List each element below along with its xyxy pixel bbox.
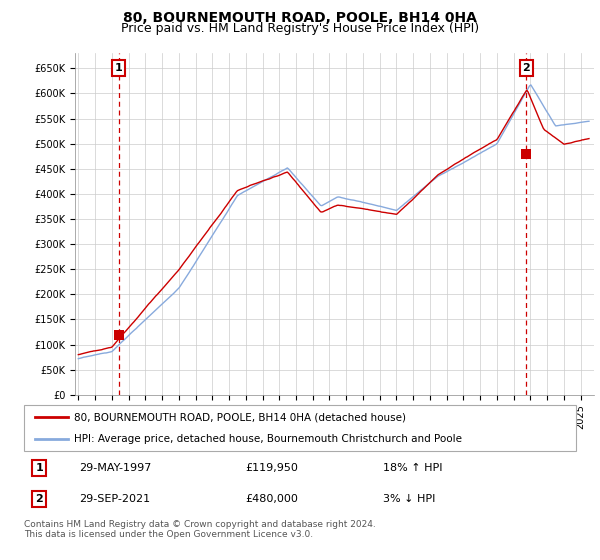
Text: 2: 2	[523, 63, 530, 73]
Text: 18% ↑ HPI: 18% ↑ HPI	[383, 463, 442, 473]
Text: 80, BOURNEMOUTH ROAD, POOLE, BH14 0HA: 80, BOURNEMOUTH ROAD, POOLE, BH14 0HA	[123, 11, 477, 25]
Text: 29-MAY-1997: 29-MAY-1997	[79, 463, 152, 473]
Text: 2: 2	[35, 494, 43, 503]
Text: £119,950: £119,950	[245, 463, 298, 473]
Text: HPI: Average price, detached house, Bournemouth Christchurch and Poole: HPI: Average price, detached house, Bour…	[74, 435, 461, 444]
Text: Price paid vs. HM Land Registry's House Price Index (HPI): Price paid vs. HM Land Registry's House …	[121, 22, 479, 35]
Text: 1: 1	[35, 463, 43, 473]
Text: 80, BOURNEMOUTH ROAD, POOLE, BH14 0HA (detached house): 80, BOURNEMOUTH ROAD, POOLE, BH14 0HA (d…	[74, 412, 406, 422]
Text: 29-SEP-2021: 29-SEP-2021	[79, 494, 151, 503]
Text: 1: 1	[115, 63, 122, 73]
FancyBboxPatch shape	[24, 405, 576, 451]
Text: Contains HM Land Registry data © Crown copyright and database right 2024.
This d: Contains HM Land Registry data © Crown c…	[24, 520, 376, 539]
Text: 3% ↓ HPI: 3% ↓ HPI	[383, 494, 435, 503]
Text: £480,000: £480,000	[245, 494, 298, 503]
